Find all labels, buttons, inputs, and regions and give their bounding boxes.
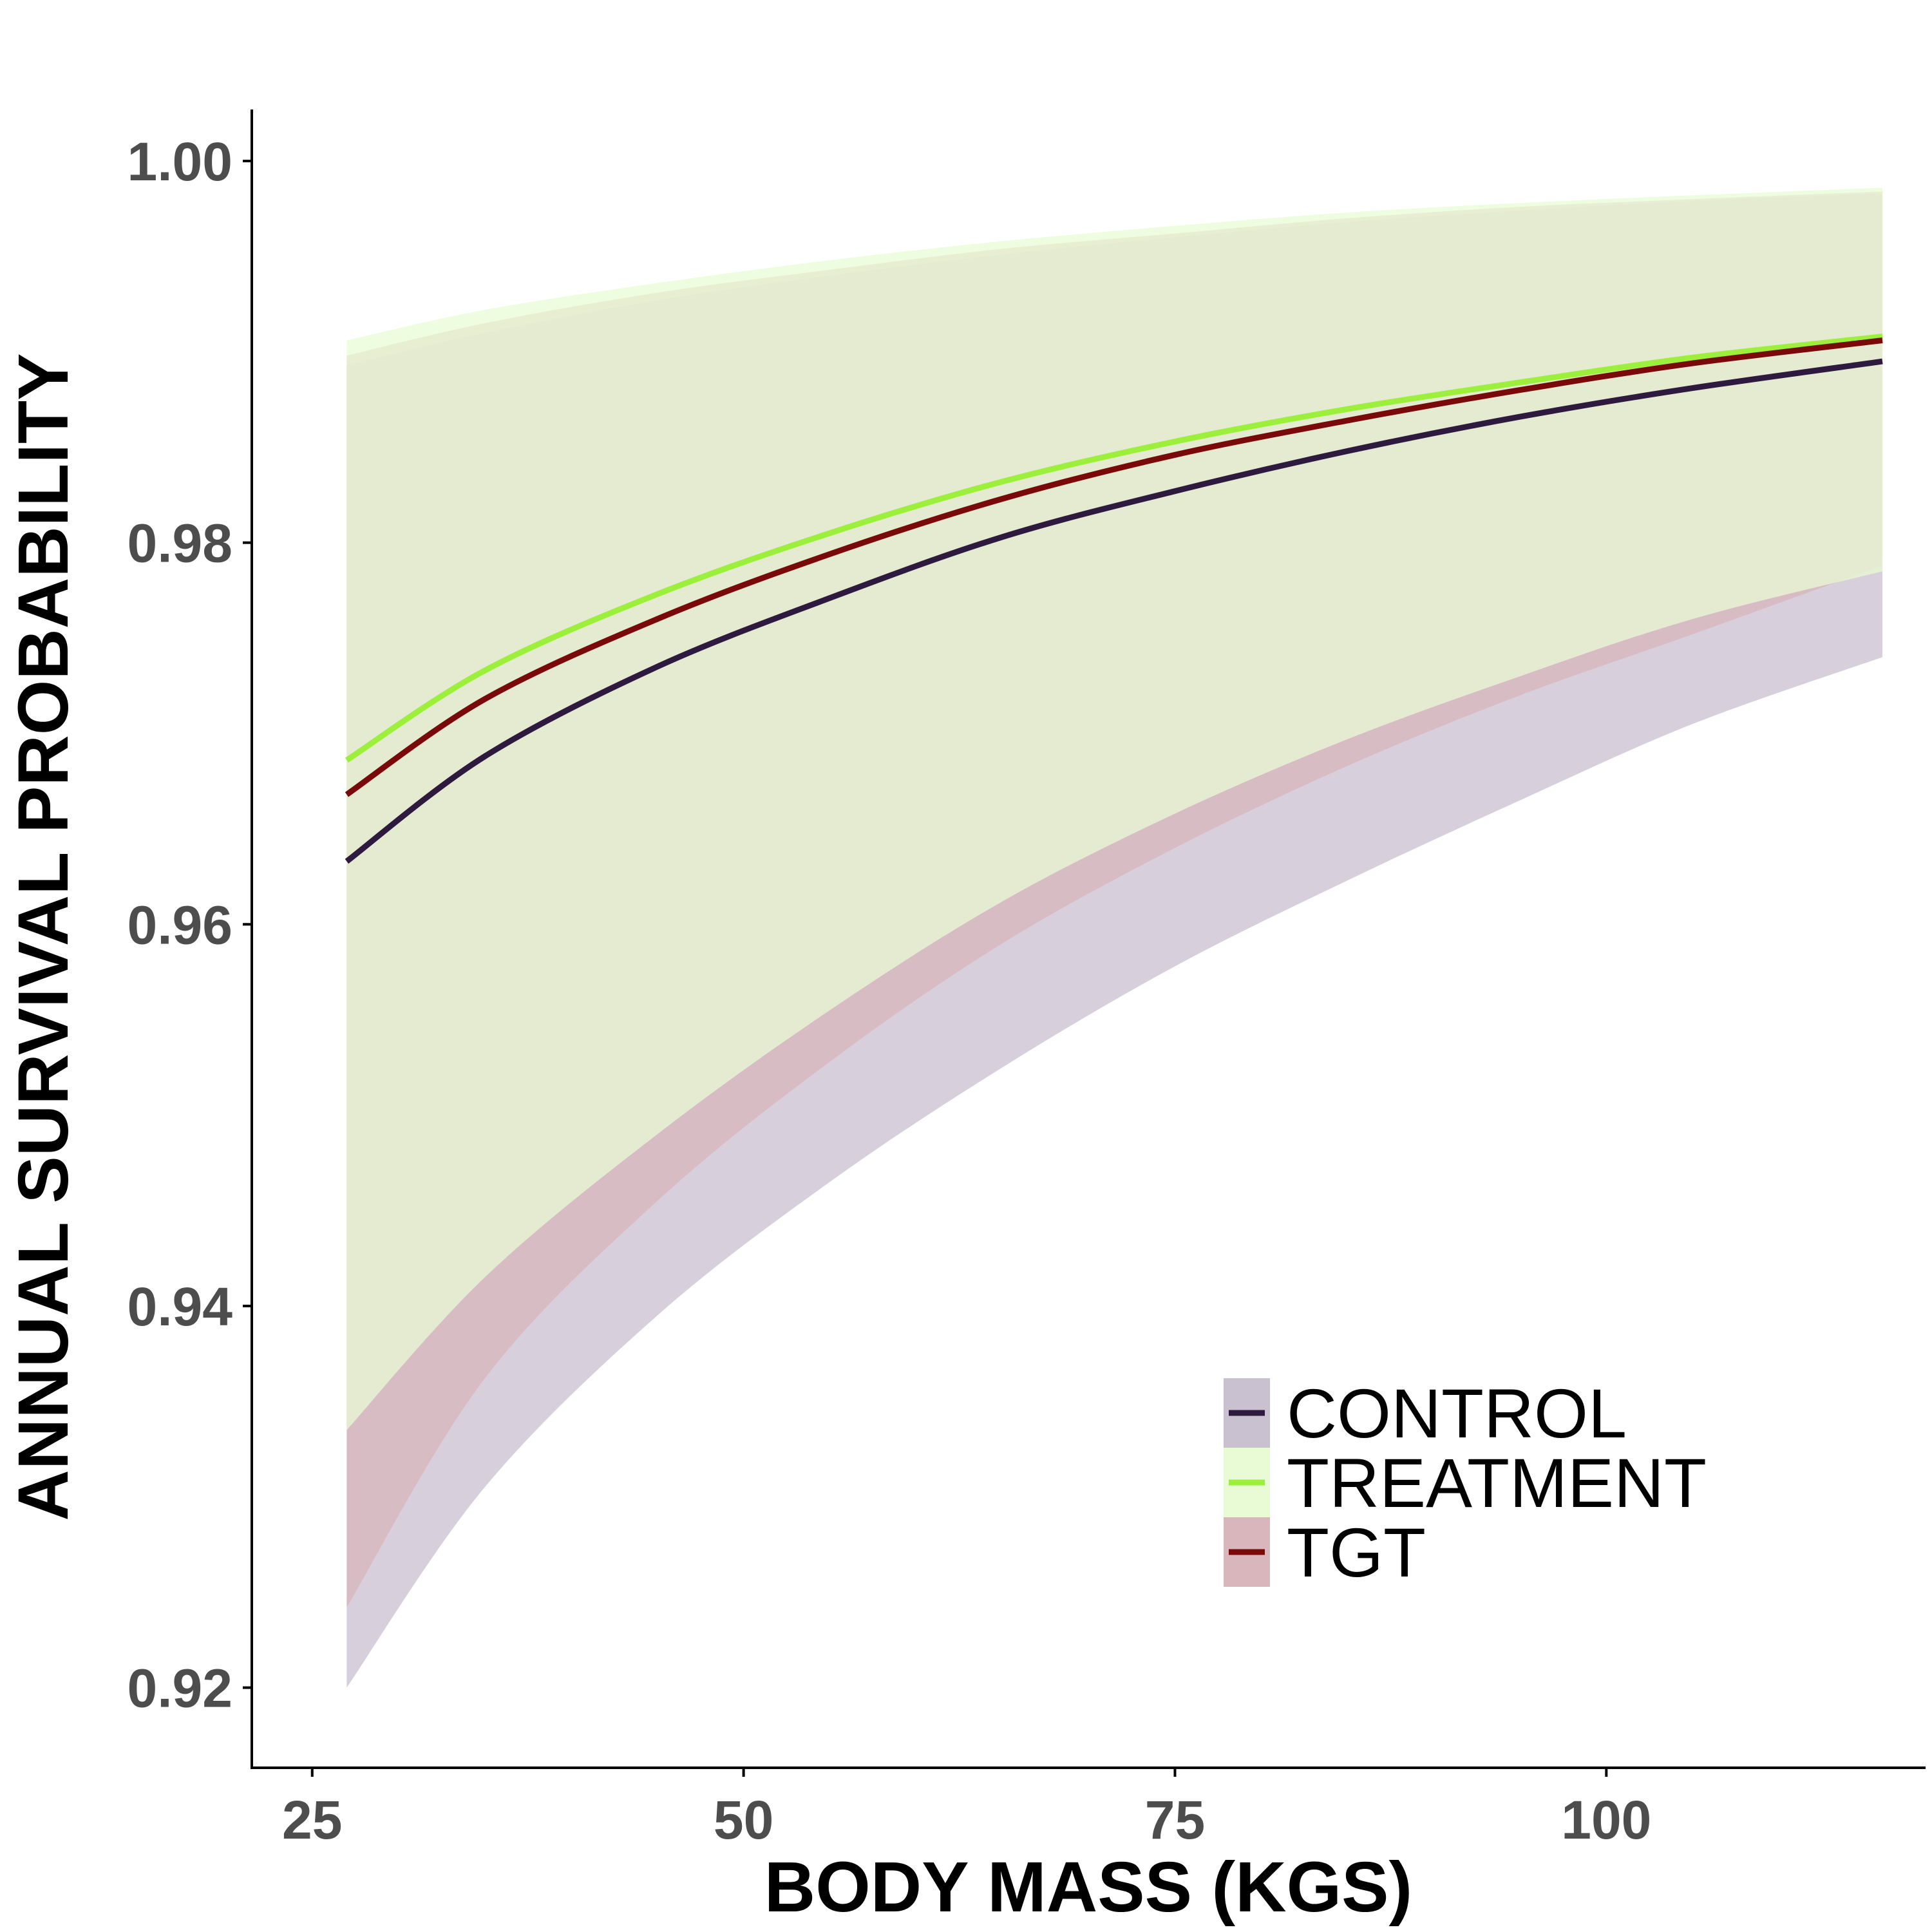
line-tgt (345, 337, 1883, 797)
line-treatment (345, 334, 1883, 763)
line-control (345, 358, 1883, 864)
x-tick-label: 25 (282, 1790, 342, 1850)
legend-label-tgt: TGT (1287, 1513, 1426, 1591)
x-tick-label: 50 (714, 1790, 773, 1850)
y-tick-label: 0.96 (128, 895, 233, 955)
band-treatment (346, 187, 1883, 1430)
y-tick-label: 0.92 (128, 1658, 233, 1719)
x-tick-label: 75 (1145, 1790, 1205, 1850)
x-axis-title: BODY MASS (KGS) (764, 1848, 1412, 1927)
y-tick-label: 1.00 (128, 131, 233, 192)
y-axis-title: ANNUAL SURVIVAL PROBABILITY (4, 353, 83, 1520)
x-tick-label: 100 (1561, 1790, 1651, 1850)
y-axis-ticks: 0.92 0.94 0.96 0.98 1.00 (128, 131, 252, 1719)
y-tick-label: 0.98 (128, 513, 233, 574)
y-tick-label: 0.94 (128, 1276, 233, 1337)
series-lines (345, 334, 1883, 864)
legend-label-control: CONTROL (1287, 1374, 1627, 1452)
legend-label-treatment: TREATMENT (1287, 1444, 1707, 1522)
x-axis-ticks: 25 50 75 100 (282, 1768, 1651, 1850)
